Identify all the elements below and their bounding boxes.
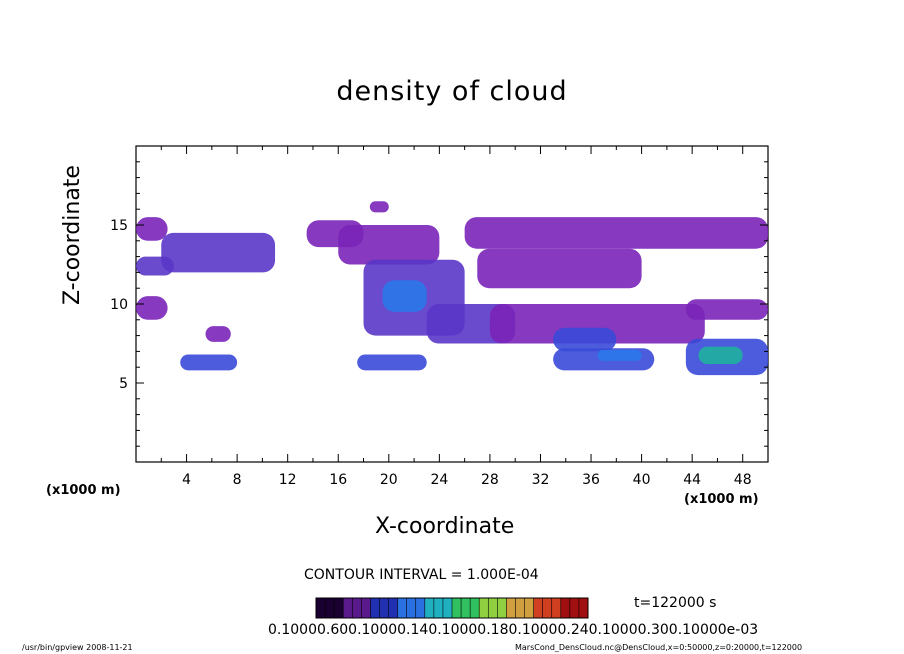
colorbar-cell: [388, 598, 398, 618]
x-tick-label: 8: [233, 472, 242, 488]
x-tick-label: 12: [279, 472, 297, 488]
cloud-region: [489, 304, 705, 344]
colorbar-cell: [479, 598, 489, 618]
x-axis-unit-right: (x1000 m): [684, 492, 759, 507]
x-tick-label: 16: [329, 472, 347, 488]
cloud-region: [382, 280, 427, 312]
x-tick-label: 44: [683, 472, 701, 488]
cloud-region: [698, 346, 743, 365]
x-tick-label: 40: [633, 472, 651, 488]
cloud-region: [357, 354, 427, 371]
x-axis-unit-left: (x1000 m): [46, 483, 121, 498]
colorbar-cell: [524, 598, 534, 618]
colorbar-cell: [424, 598, 435, 618]
x-axis-title: X-coordinate: [375, 514, 515, 539]
colorbar-cell: [497, 598, 507, 618]
colorbar-cell: [506, 598, 516, 618]
colorbar-cell: [397, 598, 407, 618]
colorbar-cell: [452, 598, 462, 618]
colorbar-cell: [379, 598, 389, 618]
colorbar-cell: [415, 598, 426, 618]
colorbar-cell: [334, 598, 344, 618]
colorbar-cell: [325, 598, 335, 618]
x-tick-label: 24: [430, 472, 448, 488]
footer-command: /usr/bin/gpview 2008-11-21: [22, 643, 133, 652]
colorbar-cell: [569, 598, 580, 618]
colorbar-cell: [488, 598, 498, 618]
colorbar: [315, 597, 589, 619]
colorbar-cell: [461, 598, 471, 618]
colorbar-labels: 0.10000.600.10000.140.10000.180.10000.24…: [268, 622, 759, 638]
x-tick-label: 4: [182, 472, 191, 488]
colorbar-cell: [578, 598, 589, 618]
footer-source: MarsCond_DensCloud.nc@DensCloud,x=0:5000…: [515, 643, 803, 652]
cloud-region: [161, 232, 276, 273]
x-tick-label: 48: [734, 472, 752, 488]
cloud-region: [597, 349, 642, 361]
x-tick-label: 36: [582, 472, 600, 488]
colorbar-cell: [560, 598, 571, 618]
colorbar-cell: [406, 598, 417, 618]
cloud-region: [369, 201, 389, 213]
cloud-region: [477, 248, 642, 289]
x-tick-label: 28: [481, 472, 499, 488]
colorbar-frame: [315, 597, 589, 619]
cloud-region: [553, 327, 617, 352]
colorbar-cell: [442, 598, 453, 618]
cloud-region: [136, 217, 168, 241]
colorbar-cell: [433, 598, 444, 618]
colorbar-cell: [352, 598, 362, 618]
colorbar-cell: [533, 598, 543, 618]
cloud-region: [205, 326, 231, 342]
colorbar-cell: [551, 598, 562, 618]
cloud-region: [338, 225, 440, 265]
colorbar-cell: [470, 598, 480, 618]
y-tick-label: 10: [110, 297, 128, 313]
contour-interval-label: CONTOUR INTERVAL = 1.000E-04: [304, 567, 539, 583]
cloud-region: [464, 217, 768, 249]
y-axis-title: Z-coordinate: [60, 165, 85, 305]
y-tick-label: 15: [110, 218, 128, 234]
chart-title: density of cloud: [336, 76, 568, 107]
time-label: t=122000 s: [634, 595, 717, 611]
colorbar-cell: [515, 598, 525, 618]
colorbar-cell: [542, 598, 553, 618]
y-tick-label: 5: [119, 376, 128, 392]
x-tick-label: 32: [532, 472, 550, 488]
colorbar-cell: [370, 598, 380, 618]
cloud-region: [136, 256, 174, 276]
colorbar-cell: [343, 598, 353, 618]
cloud-region: [180, 354, 238, 371]
cloud-region: [136, 296, 168, 320]
x-tick-label: 20: [380, 472, 398, 488]
cloud-region: [685, 299, 768, 320]
cloud-density-field: [136, 201, 768, 376]
colorbar-cell: [361, 598, 371, 618]
colorbar-cell: [316, 598, 326, 618]
